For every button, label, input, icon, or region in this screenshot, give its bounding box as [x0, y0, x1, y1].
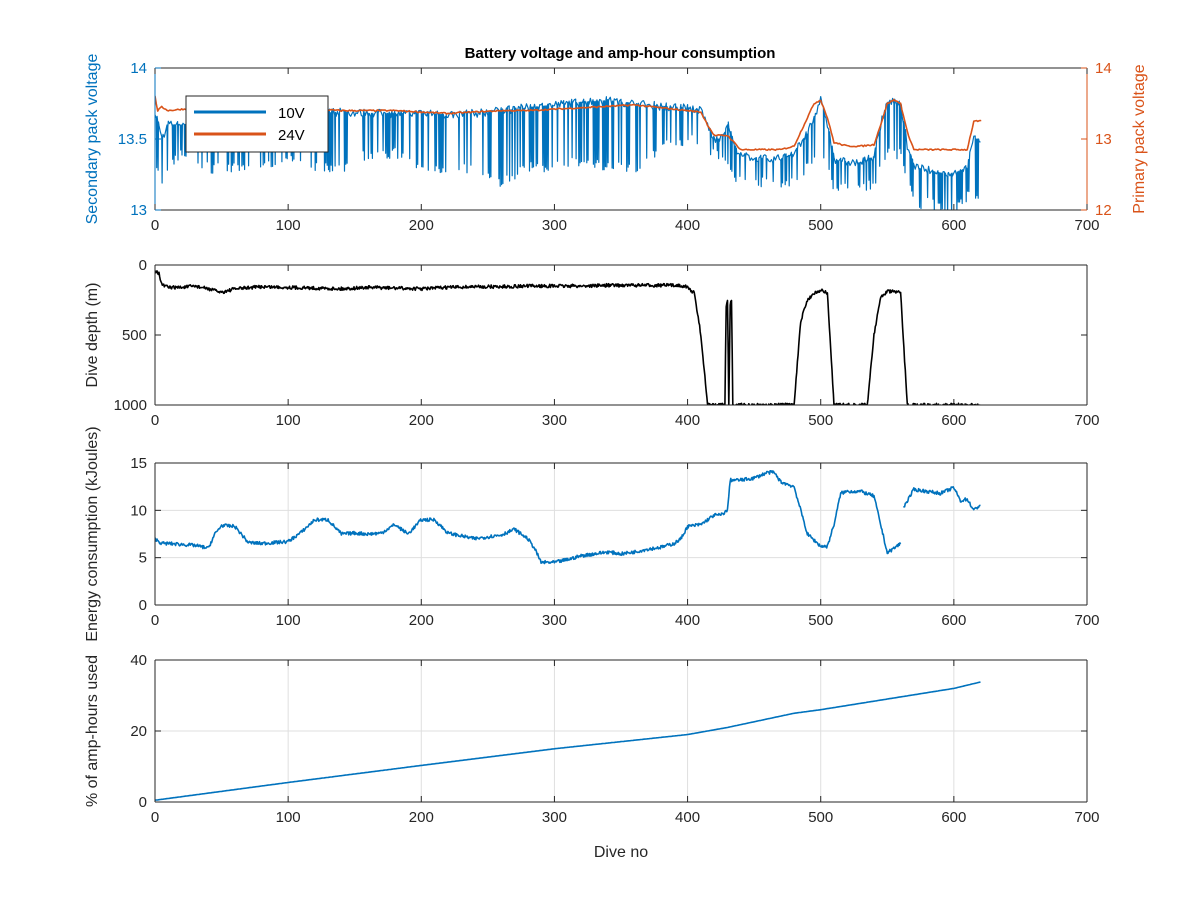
x-tick-label: 400 [675, 412, 700, 429]
y-tick-label: 0 [139, 257, 147, 274]
plot-area [155, 470, 981, 565]
y-axis-label: Secondary pack voltage [84, 54, 101, 225]
y-right-tick-label: 13 [1095, 131, 1112, 148]
x-tick-label: 100 [276, 412, 301, 429]
x-tick-label: 200 [409, 612, 434, 629]
x-tick-label: 0 [151, 612, 159, 629]
y-tick-label: 5 [139, 550, 147, 567]
x-tick-label: 500 [808, 412, 833, 429]
x-tick-label: 0 [151, 217, 159, 234]
subplot-2: 0 100 200 300 400 500 600 700 0 500 1000 Dive depth… [84, 257, 1100, 429]
y-tick-label: 10 [130, 502, 147, 519]
x-tick-label: 600 [941, 217, 966, 234]
x-tick-label: 200 [409, 217, 434, 234]
y-tick-label: 500 [122, 327, 147, 344]
x-tick-label: 600 [941, 412, 966, 429]
y-axis-label: % of amp-hours used [84, 655, 101, 807]
x-axis-label: Dive no [594, 844, 648, 861]
y-axis-label: Dive depth (m) [84, 283, 101, 388]
x-tick-label: 200 [409, 809, 434, 826]
y-axis-label-right: Primary pack voltage [1131, 64, 1148, 213]
figure-title: Battery voltage and amp-hour consumption [465, 45, 776, 62]
y-tick-label: 0 [139, 597, 147, 614]
x-tick-label: 300 [542, 412, 567, 429]
subplot-3: 0 100 200 300 400 500 600 700 0 5 10 15 Energy consu… [84, 426, 1100, 641]
x-tick-label: 700 [1074, 217, 1099, 234]
x-tick-label: 700 [1074, 612, 1099, 629]
x-tick-label: 500 [808, 612, 833, 629]
series-line-p2-1 [155, 270, 981, 405]
x-tick-label: 300 [542, 217, 567, 234]
plot-area [155, 681, 981, 801]
x-tick-label: 300 [542, 809, 567, 826]
x-tick-label: 700 [1074, 809, 1099, 826]
y-tick-label: 40 [130, 652, 147, 669]
x-tick-label: 300 [542, 612, 567, 629]
y-tick-label: 15 [130, 455, 147, 472]
series-line-p3-1-segment-2 [903, 486, 981, 511]
y-axis-label: Energy consumption (kJoules) [84, 426, 101, 641]
subplot-4: 0 100 200 300 400 500 600 700 0 20 40 % of amp-hour… [84, 652, 1100, 861]
x-tick-label: 0 [151, 809, 159, 826]
series-line-p4-1 [155, 681, 981, 801]
plot-area [155, 270, 981, 405]
x-tick-label: 600 [941, 809, 966, 826]
x-tick-label: 600 [941, 612, 966, 629]
y-tick-label: 14 [130, 60, 147, 77]
y-right-tick-label: 12 [1095, 202, 1112, 219]
y-tick-label: 1000 [114, 397, 147, 414]
x-tick-label: 100 [276, 612, 301, 629]
y-tick-label: 13 [130, 202, 147, 219]
x-tick-label: 400 [675, 809, 700, 826]
y-right-tick-label: 14 [1095, 60, 1112, 77]
x-tick-label: 100 [276, 217, 301, 234]
x-tick-label: 0 [151, 412, 159, 429]
y-tick-label: 13.5 [118, 131, 147, 148]
x-tick-label: 100 [276, 809, 301, 826]
y-tick-label: 20 [130, 723, 147, 740]
x-tick-label: 200 [409, 412, 434, 429]
x-tick-label: 400 [675, 217, 700, 234]
y-tick-label: 0 [139, 794, 147, 811]
x-tick-label: 700 [1074, 412, 1099, 429]
x-tick-label: 400 [675, 612, 700, 629]
x-tick-label: 500 [808, 809, 833, 826]
legend-label-10v: 10V [278, 105, 305, 122]
legend-box [185, 95, 329, 153]
subplot-1: 0 100 200 300 400 500 600 700 13 13.5 14 12 13 14 Prim… [84, 54, 1148, 234]
legend-label-24v: 24V [278, 127, 305, 144]
x-tick-label: 500 [808, 217, 833, 234]
series-line-p3-1-segment-1 [155, 470, 902, 565]
